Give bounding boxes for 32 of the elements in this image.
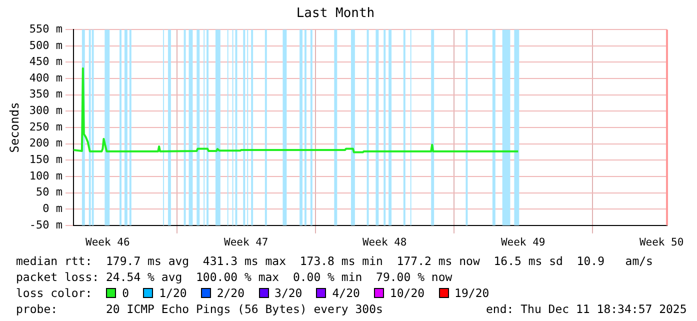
x-tick-label: Week 46: [86, 236, 130, 248]
text: packet loss: 24.54 % avg 100.00 % max 0.00 % min 79.00 % now: [16, 270, 452, 284]
y-tick-label: -50 m: [29, 218, 63, 232]
x-tick-label: Week 49: [500, 236, 546, 248]
y-tick-label: 550 m: [29, 22, 63, 36]
y-tick-label: 100 m: [29, 169, 63, 182]
legend-label: 1/20: [159, 286, 187, 300]
y-tick-label: 50 m: [36, 186, 63, 199]
y-tick-label: 250 m: [29, 120, 63, 134]
text: median rtt: 179.7 ms avg 431.3 ms max 173.8 ms min 177.2 ms now 16.5 ms sd 10.9 am/s: [16, 254, 653, 268]
y-axis-title: Seconds: [7, 102, 22, 153]
chart-title: Last Month: [296, 6, 375, 22]
x-tick-label: Week 50: [639, 236, 684, 248]
legend-label: 2/20: [216, 286, 245, 300]
legend-title: loss color:: [16, 286, 92, 300]
text: end: Thu Dec 11 18:34:57 2025: [486, 301, 687, 317]
y-tick-label: 450 m: [29, 55, 63, 68]
y-tick-label: 350 m: [29, 88, 63, 101]
y-tick-label: 400 m: [29, 71, 63, 84]
text: probe: 20 ICMP Echo Pings (56 Bytes) every 300s: [16, 302, 383, 316]
legend-label: 19/20: [454, 286, 490, 300]
legend-label: 10/20: [390, 286, 425, 300]
y-tick-label: 150 m: [29, 152, 63, 166]
legend-label: 4/20: [332, 286, 360, 300]
y-tick-label: 500 m: [29, 38, 63, 52]
y-tick-label: 300 m: [29, 104, 63, 118]
y-tick-label: 200 m: [29, 136, 63, 150]
y-tick-label: 0 m: [42, 202, 63, 215]
legend-label: 3/20: [274, 286, 302, 300]
legend-label: 0: [122, 286, 130, 300]
x-tick-label: Week 47: [224, 236, 268, 248]
x-tick-label: Week 48: [362, 236, 407, 248]
